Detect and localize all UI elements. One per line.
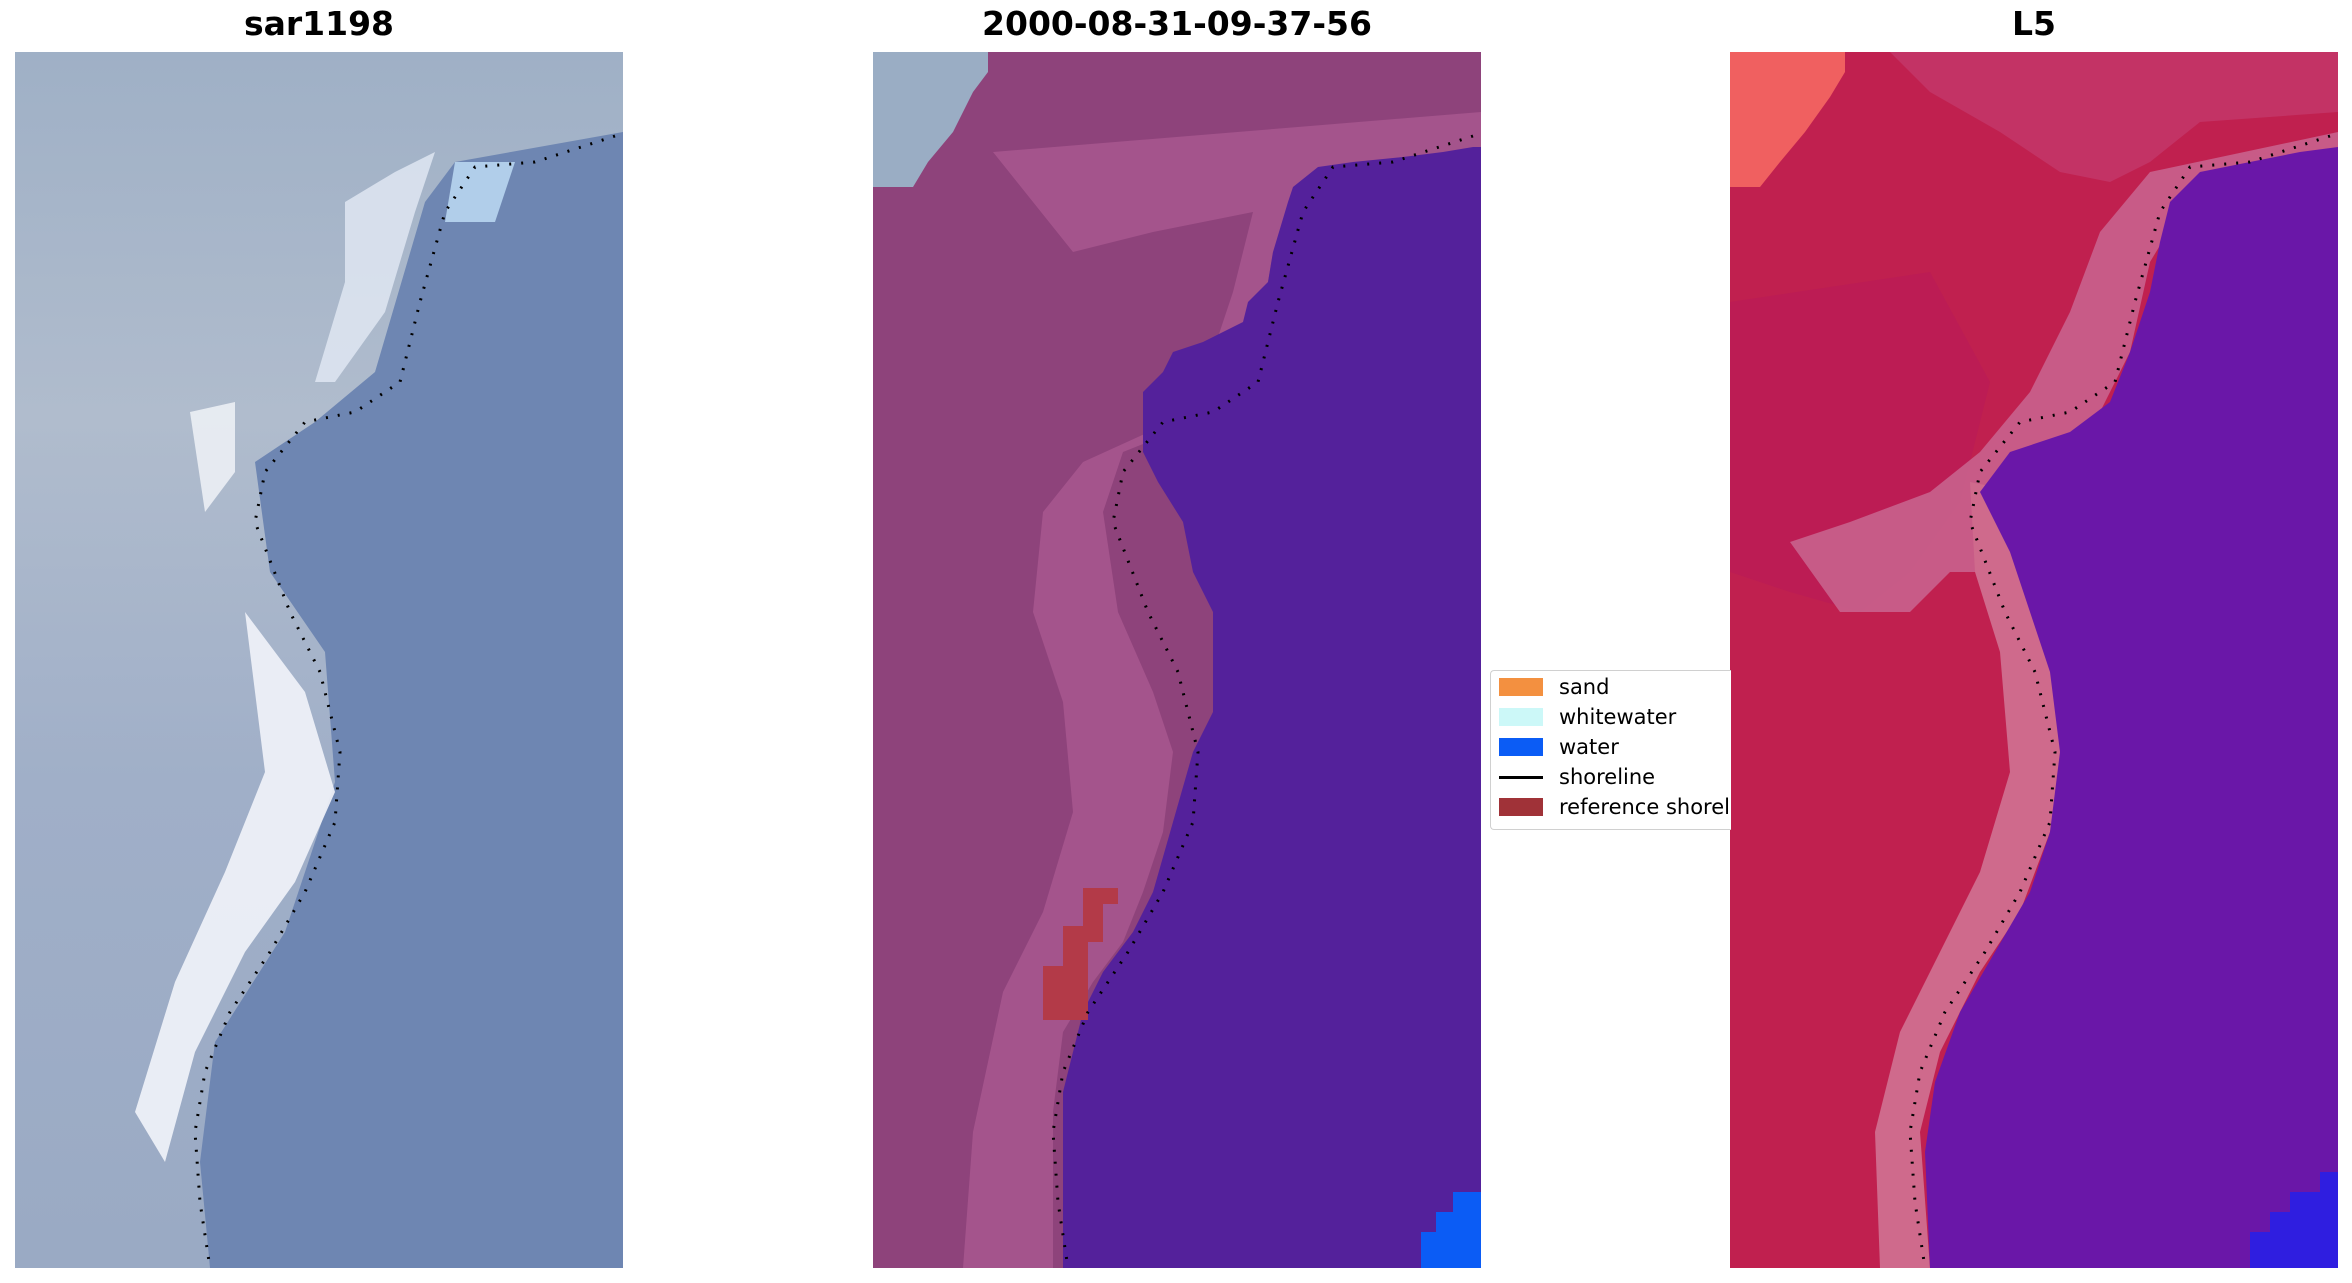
index-shoreline-dots — [1908, 134, 2331, 1268]
legend-label-sand: sand — [1559, 675, 1610, 699]
rgb-image-panel — [15, 52, 623, 1268]
classified-transition-band — [963, 112, 1481, 1268]
panel-title-index: L5 — [2012, 4, 2056, 43]
legend-swatch-whitewater — [1499, 708, 1543, 726]
legend-swatch-water — [1499, 738, 1543, 756]
rgb-surf-zone-south — [135, 612, 335, 1162]
index-upper-band — [1890, 52, 2338, 182]
panel-title-classified: 2000-08-31-09-37-56 — [982, 4, 1372, 43]
legend-label-water: water — [1559, 735, 1619, 759]
legend-item-whitewater: whitewater — [1499, 704, 1676, 730]
index-bright-corner — [1730, 52, 1845, 187]
classified-shoreline-dots — [1051, 134, 1474, 1268]
panel-title-rgb: sar1198 — [243, 4, 395, 43]
legend-item-water: water — [1499, 734, 1619, 760]
rgb-surf-zone-mid — [190, 402, 235, 512]
classified-image — [873, 52, 1481, 1268]
classified-image-panel — [873, 52, 1481, 1268]
classified-reference-patch — [1043, 888, 1118, 1020]
classified-water-corner — [1421, 1192, 1481, 1268]
index-water-corner — [2250, 1172, 2338, 1268]
legend-label-whitewater: whitewater — [1559, 705, 1677, 729]
rgb-image — [15, 52, 623, 1268]
legend-item-shoreline: shoreline — [1499, 764, 1655, 790]
rgb-land-area — [15, 52, 623, 1268]
classified-water-area — [1063, 147, 1481, 1268]
rgb-surf-zone-north — [315, 152, 435, 382]
index-transition-band-north — [1790, 132, 2338, 612]
legend-item-sand: sand — [1499, 674, 1609, 700]
legend-swatch-shoreline — [1499, 775, 1543, 779]
legend-item-reference-shoreline: reference shoreline — [1499, 794, 1731, 820]
legend: sand whitewater water shoreline referenc… — [1490, 670, 1731, 830]
legend-label-shoreline: shoreline — [1559, 765, 1656, 789]
index-image-panel — [1730, 52, 2338, 1268]
legend-label-reference-shoreline: reference shoreline — [1559, 795, 1731, 819]
index-transition-band-south — [1875, 482, 2070, 1268]
index-water-area — [1925, 147, 2338, 1268]
rgb-shoreline-dots — [193, 134, 616, 1268]
classified-unclassified-corner — [873, 52, 988, 187]
index-image — [1730, 52, 2338, 1268]
legend-swatch-reference-shoreline — [1499, 798, 1543, 816]
legend-swatch-sand — [1499, 678, 1543, 696]
rgb-bright-patch — [445, 162, 515, 222]
